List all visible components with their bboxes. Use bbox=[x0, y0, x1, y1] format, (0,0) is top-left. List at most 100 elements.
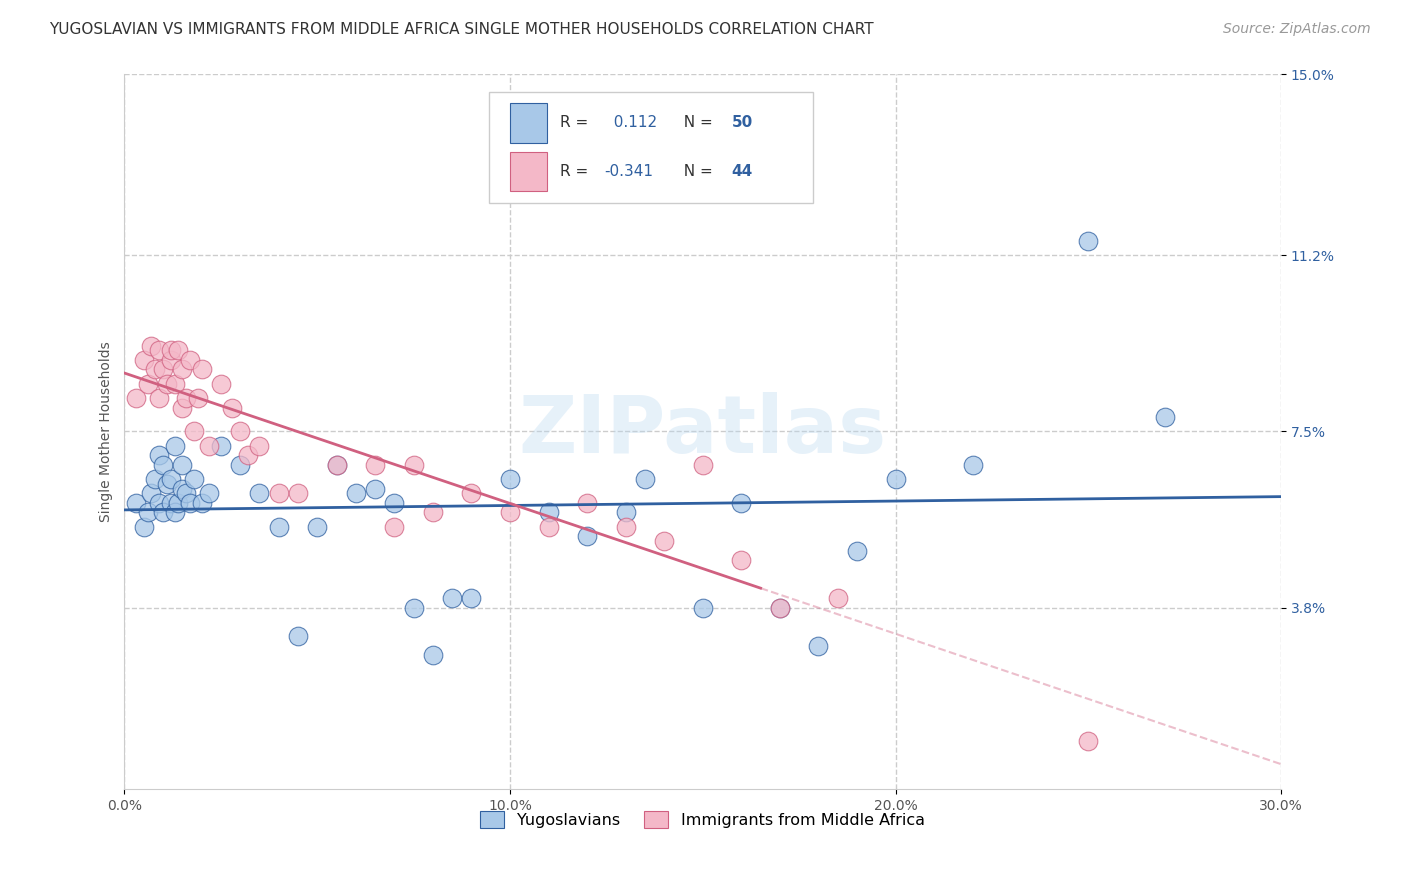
Point bbox=[422, 648, 444, 663]
Point bbox=[179, 353, 201, 368]
Point bbox=[402, 600, 425, 615]
Point bbox=[422, 506, 444, 520]
Point bbox=[209, 439, 232, 453]
Point bbox=[198, 486, 221, 500]
Point bbox=[132, 353, 155, 368]
Point bbox=[1154, 410, 1177, 425]
Point bbox=[1077, 734, 1099, 748]
Point bbox=[499, 472, 522, 486]
Point bbox=[152, 362, 174, 376]
Point bbox=[143, 362, 166, 376]
Point bbox=[884, 472, 907, 486]
Point bbox=[159, 343, 181, 358]
Point bbox=[172, 458, 194, 472]
Point bbox=[148, 391, 170, 405]
FancyBboxPatch shape bbox=[509, 152, 547, 191]
Point bbox=[364, 458, 387, 472]
Point bbox=[172, 401, 194, 415]
Point bbox=[499, 506, 522, 520]
Point bbox=[221, 401, 243, 415]
Point bbox=[136, 376, 159, 391]
Point bbox=[247, 439, 270, 453]
Point bbox=[1077, 234, 1099, 248]
Point bbox=[141, 486, 163, 500]
Point bbox=[692, 600, 714, 615]
Point bbox=[148, 343, 170, 358]
Point bbox=[229, 458, 252, 472]
Point bbox=[183, 425, 205, 439]
Point bbox=[167, 496, 190, 510]
Point bbox=[267, 520, 290, 534]
Point bbox=[730, 496, 752, 510]
Point bbox=[209, 376, 232, 391]
Point bbox=[159, 472, 181, 486]
Point bbox=[614, 520, 637, 534]
Text: N =: N = bbox=[673, 164, 717, 179]
Point bbox=[159, 353, 181, 368]
Point bbox=[846, 543, 869, 558]
Point bbox=[634, 472, 657, 486]
Point bbox=[143, 472, 166, 486]
Point bbox=[125, 391, 148, 405]
Text: R =: R = bbox=[561, 115, 593, 130]
Point bbox=[229, 425, 252, 439]
Text: Source: ZipAtlas.com: Source: ZipAtlas.com bbox=[1223, 22, 1371, 37]
Point bbox=[152, 458, 174, 472]
Point bbox=[730, 553, 752, 567]
Point bbox=[187, 391, 209, 405]
Point bbox=[198, 439, 221, 453]
Point bbox=[190, 362, 212, 376]
Point bbox=[325, 458, 347, 472]
Point bbox=[159, 496, 181, 510]
Point bbox=[163, 439, 186, 453]
Point bbox=[962, 458, 984, 472]
Point bbox=[382, 496, 405, 510]
FancyBboxPatch shape bbox=[489, 92, 813, 202]
Point bbox=[156, 376, 179, 391]
Text: N =: N = bbox=[673, 115, 717, 130]
Point bbox=[460, 486, 482, 500]
Point bbox=[141, 339, 163, 353]
Point bbox=[287, 486, 309, 500]
Point bbox=[460, 591, 482, 606]
Point bbox=[190, 496, 212, 510]
Point bbox=[125, 496, 148, 510]
Point bbox=[172, 482, 194, 496]
Point bbox=[652, 534, 675, 549]
Text: R =: R = bbox=[561, 164, 593, 179]
Point bbox=[136, 506, 159, 520]
Point bbox=[402, 458, 425, 472]
Point bbox=[441, 591, 464, 606]
Point bbox=[537, 506, 560, 520]
Point bbox=[769, 600, 792, 615]
Point bbox=[364, 482, 387, 496]
Point bbox=[325, 458, 347, 472]
Point bbox=[537, 520, 560, 534]
Point bbox=[307, 520, 329, 534]
Point bbox=[174, 391, 197, 405]
Text: 44: 44 bbox=[731, 164, 754, 179]
Point bbox=[163, 506, 186, 520]
Legend: Yugoslavians, Immigrants from Middle Africa: Yugoslavians, Immigrants from Middle Afr… bbox=[474, 805, 931, 835]
Point bbox=[247, 486, 270, 500]
Point bbox=[152, 506, 174, 520]
Point bbox=[167, 343, 190, 358]
Point bbox=[148, 496, 170, 510]
Text: 0.112: 0.112 bbox=[605, 115, 658, 130]
Point bbox=[148, 448, 170, 462]
Text: ZIPatlas: ZIPatlas bbox=[519, 392, 887, 470]
Point bbox=[132, 520, 155, 534]
Text: YUGOSLAVIAN VS IMMIGRANTS FROM MIDDLE AFRICA SINGLE MOTHER HOUSEHOLDS CORRELATIO: YUGOSLAVIAN VS IMMIGRANTS FROM MIDDLE AF… bbox=[49, 22, 875, 37]
Point bbox=[576, 529, 599, 543]
Point bbox=[183, 472, 205, 486]
Point bbox=[807, 639, 830, 653]
Point bbox=[382, 520, 405, 534]
Point bbox=[827, 591, 849, 606]
Point bbox=[236, 448, 259, 462]
Point bbox=[267, 486, 290, 500]
Point bbox=[576, 496, 599, 510]
Text: 50: 50 bbox=[731, 115, 754, 130]
Point bbox=[174, 486, 197, 500]
Point bbox=[692, 458, 714, 472]
Point bbox=[163, 376, 186, 391]
